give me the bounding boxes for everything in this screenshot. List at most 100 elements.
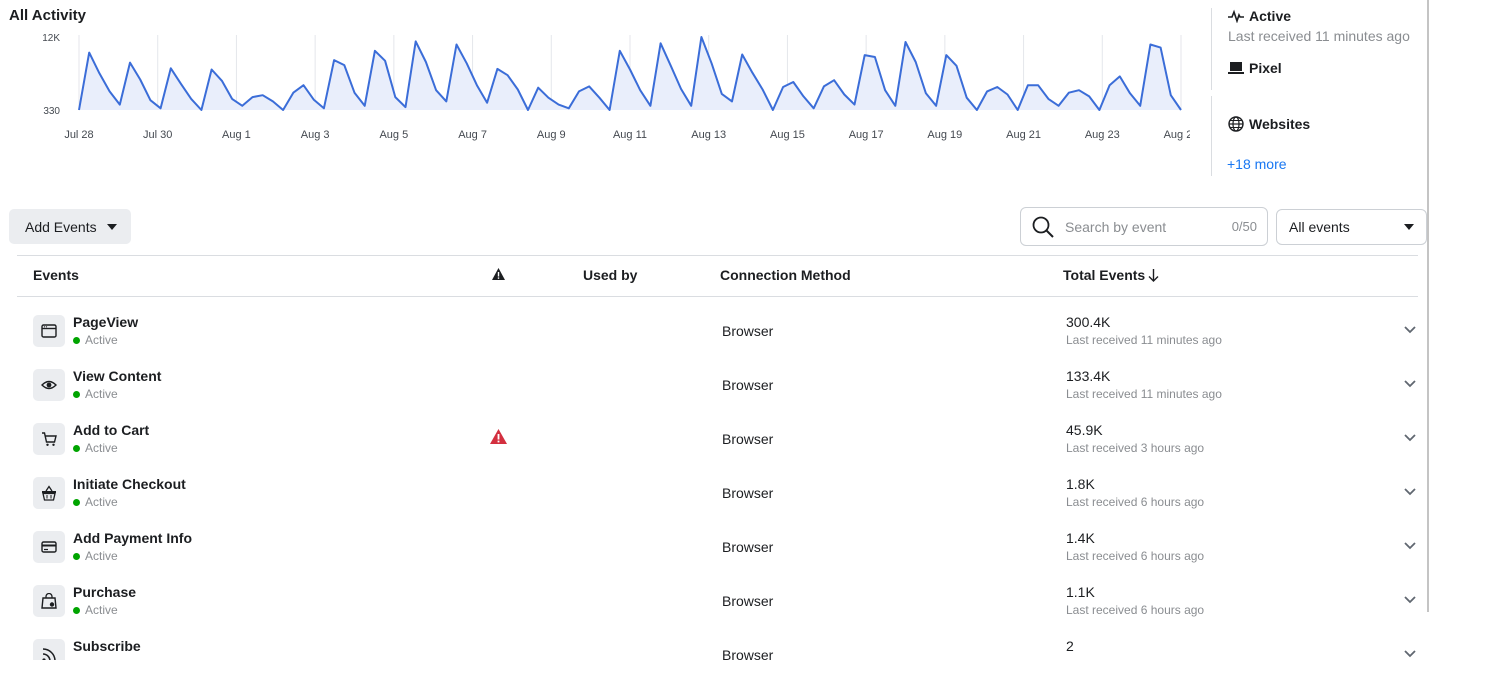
chevron-down-icon[interactable] [1403,595,1417,604]
x-tick-label: Aug 11 [613,129,647,141]
x-tick-label: Aug 1 [222,129,251,141]
event-status-label: Active [85,387,118,401]
status-dot [73,336,80,344]
last-received: Last received 11 minutes ago [1066,387,1222,401]
event-icon-box [33,477,65,509]
x-tick-label: Jul 30 [143,129,172,141]
table-row[interactable]: Add to Cart Active Browser 45.9K Last re… [0,422,1427,477]
search-input[interactable] [1063,217,1217,236]
laptop-icon [1228,62,1244,74]
table-row[interactable]: Subscribe Browser 2 [0,638,1427,660]
activity-chart: Jul 28 Jul 30 Aug 1 Aug 3 Aug 5 Aug 7 Aug 9 Aug… [42,33,1190,141]
header-total-events[interactable]: Total Events [1063,267,1159,283]
chevron-down-icon[interactable] [1403,379,1417,388]
chevron-down-icon[interactable] [1403,487,1417,496]
event-name: Purchase [73,584,137,600]
x-tick-label: Aug 3 [301,129,330,141]
side-divider-top [1211,8,1212,90]
status-dot [73,498,80,506]
chevron-down-icon[interactable] [1403,649,1417,658]
side-divider-bottom [1211,96,1212,176]
connection-method: Browser [722,647,774,660]
websites-label: Websites [1249,116,1311,132]
cart-icon [42,432,57,446]
sort-arrow-down-icon [1148,268,1159,282]
search-character-count: 0/50 [1231,219,1257,234]
add-events-button[interactable]: Add Events [9,209,131,244]
warning-icon[interactable] [490,429,507,444]
event-name: View Content [73,368,162,384]
table-row[interactable]: View Content Active Browser 133.4K Last … [0,368,1427,423]
total-events: 1.8K [1066,476,1095,492]
x-tick-label: Aug 21 [1006,129,1041,141]
chevron-down-icon[interactable] [1403,541,1417,550]
event-status: Active [73,333,118,347]
caret-down-icon [1404,224,1414,230]
total-events: 300.4K [1066,314,1111,330]
add-events-label: Add Events [25,218,97,235]
more-websites-link[interactable]: +18 more [1227,156,1287,172]
activity-line [78,36,1182,111]
globe-icon [1228,116,1244,132]
activity-pulse-icon [1228,9,1244,23]
caret-down-icon [106,223,117,230]
x-tick-label: Aug 7 [458,129,487,141]
status-dot [73,444,80,452]
event-status: Active [73,387,118,401]
event-filter-select[interactable]: All events [1276,209,1427,245]
event-icon-box [33,315,65,347]
table-row[interactable]: Add Payment Info Active Browser 1.4K Las… [0,530,1427,585]
status-dot [73,390,80,398]
table-row[interactable]: Initiate Checkout Active Browser 1.8K La… [0,476,1427,531]
x-tick-label: Aug 17 [849,129,884,141]
status-active: Active [1228,8,1291,24]
basket-icon [42,485,56,501]
table-row[interactable]: Purchase Active Browser 1.1K Last receiv… [0,584,1427,639]
last-received: Last received 6 hours ago [1066,495,1205,509]
websites-row: Websites [1228,116,1310,132]
chevron-down-icon[interactable] [1403,433,1417,442]
connection-method: Browser [722,539,774,555]
event-name: Subscribe [73,638,141,654]
last-received: Last received 11 minutes ago [1066,333,1222,347]
table-row[interactable]: PageView Active Browser 300.4K Last rece… [0,314,1427,369]
last-received: Last received 6 hours ago [1066,549,1205,563]
total-events: 1.4K [1066,530,1095,546]
x-tick-label: Aug 23 [1085,129,1120,141]
y-tick-label: 330 [43,106,60,117]
eye-icon [41,380,57,390]
connection-method: Browser [722,431,774,447]
pixel-row: Pixel [1228,60,1282,76]
event-status: Active [73,441,118,455]
event-icon-box [33,369,65,401]
x-tick-label: Aug 9 [537,129,566,141]
x-tick-label: Aug 25 [1164,129,1190,141]
total-events: 45.9K [1066,422,1103,438]
status-dot [73,552,80,560]
table-top-divider [17,255,1418,256]
event-name: PageView [73,314,139,330]
header-events: Events [33,267,79,283]
y-tick-label: 12K [42,33,60,44]
last-received: Last received 6 hours ago [1066,603,1205,617]
event-name: Add Payment Info [73,530,193,546]
x-tick-label: Aug 15 [770,129,805,141]
event-name: Add to Cart [73,422,150,438]
table-header-divider [17,296,1418,297]
x-tick-label: Aug 19 [927,129,962,141]
total-events: 133.4K [1066,368,1111,384]
status-label: Active [1249,8,1292,24]
event-icon-box [33,639,65,660]
page-scrollbar[interactable] [1427,0,1429,612]
chevron-down-icon[interactable] [1403,325,1417,334]
event-status: Active [73,495,118,509]
pixel-label: Pixel [1249,60,1282,76]
event-icon-box [33,531,65,563]
search-box[interactable]: 0/50 [1020,207,1268,246]
event-icon-box [33,585,65,617]
connection-method: Browser [722,485,774,501]
activity-area [79,37,1181,110]
connection-method: Browser [722,377,774,393]
credit-card-icon [41,541,57,553]
event-status-label: Active [85,549,118,563]
